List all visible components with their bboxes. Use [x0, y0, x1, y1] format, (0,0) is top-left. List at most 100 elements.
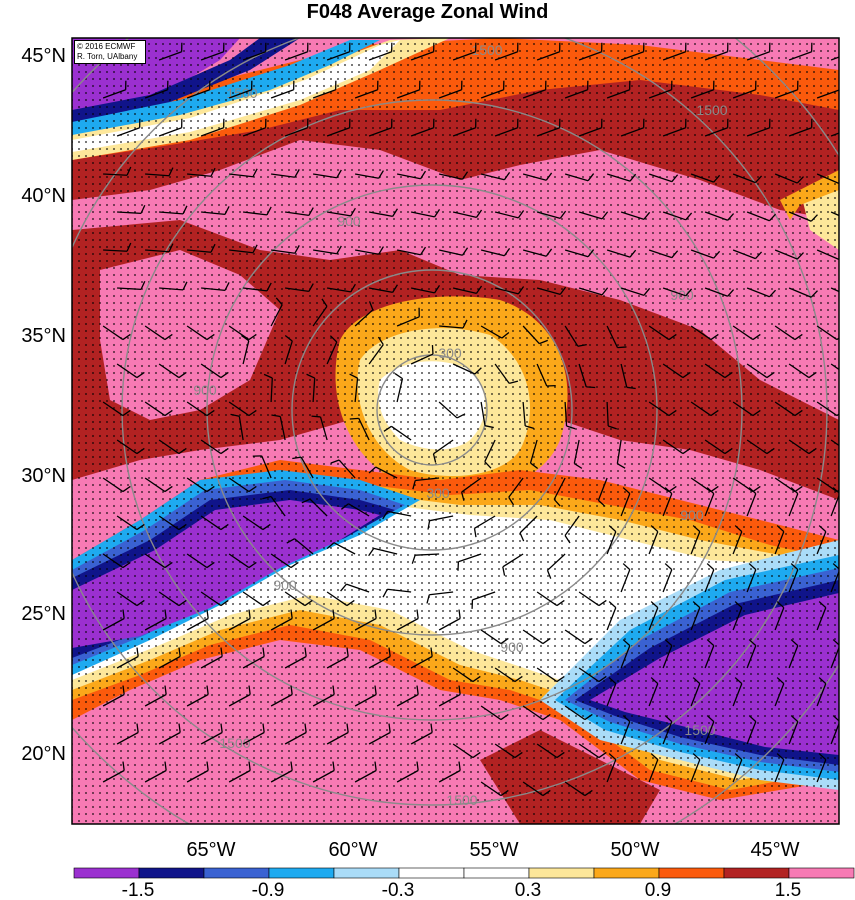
- wind-barb: [480, 705, 509, 721]
- wind-barb: [102, 401, 131, 417]
- colorbar: [73, 867, 855, 879]
- wind-barb: [522, 172, 553, 181]
- wind-barb: [228, 609, 251, 631]
- lon-labels: 65°W 60°W 55°W 50°W 45°W: [186, 839, 799, 861]
- wind-barb: [201, 206, 230, 216]
- wind-barb: [242, 723, 265, 745]
- wind-barb: [746, 363, 775, 379]
- wind-barb: [368, 336, 384, 365]
- wind-barb: [229, 168, 258, 178]
- range-ring-label: 900: [680, 507, 704, 523]
- wind-barb: [597, 477, 608, 507]
- wind-barb: [788, 211, 818, 222]
- wind-barb: [145, 167, 174, 177]
- wind-barb: [116, 118, 141, 137]
- colorbar-box: [138, 867, 205, 879]
- wind-barb: [830, 363, 839, 371]
- wind-barb: [354, 246, 384, 255]
- wind-barb: [746, 118, 771, 137]
- wind-barb: [620, 42, 645, 61]
- wind-barb: [484, 439, 496, 469]
- wind-barb: [494, 743, 523, 759]
- wind-barb: [186, 553, 215, 569]
- wind-barb: [704, 563, 715, 593]
- wind-barb: [774, 753, 785, 783]
- wind-barb: [200, 647, 223, 669]
- wind-barb: [368, 547, 398, 557]
- wind-barb: [536, 118, 561, 137]
- wind-barb: [230, 413, 244, 441]
- wind-barb: [774, 401, 803, 417]
- wind-barb: [271, 169, 300, 178]
- wind-barb: [186, 685, 209, 707]
- wind-barb: [228, 401, 257, 417]
- wind-barb: [690, 525, 701, 555]
- wind-barb: [270, 609, 293, 631]
- wind-barb: [606, 325, 627, 349]
- wind-barb: [186, 401, 215, 417]
- wind-barb: [117, 204, 146, 215]
- wind-barb: [502, 553, 524, 576]
- wind-barb: [312, 298, 328, 327]
- wind-barb: [494, 667, 523, 683]
- wind-barb: [262, 495, 286, 517]
- wind-barb: [186, 761, 209, 783]
- wind-barb: [354, 761, 377, 783]
- wind-barb: [620, 363, 636, 390]
- wind-barb: [241, 334, 250, 365]
- wind-barb: [438, 247, 469, 256]
- wind-barb: [116, 723, 139, 745]
- wind-barb: [522, 629, 551, 645]
- wind-barb: [606, 173, 637, 182]
- wind-barb: [648, 173, 679, 183]
- wind-barb: [285, 283, 314, 293]
- wind-barb: [452, 209, 483, 219]
- wind-barb: [271, 414, 286, 441]
- wind-barb: [313, 245, 342, 255]
- wind-barb: [201, 282, 230, 292]
- wind-barb: [648, 753, 659, 783]
- wind-barb: [774, 325, 803, 341]
- colorbar-box: [658, 867, 725, 879]
- wind-barb: [606, 753, 617, 783]
- colorbar-label: -1.5: [122, 880, 155, 900]
- colorbar-labels: -1.5 -0.9 -0.3 0.3 0.9 1.5: [122, 880, 802, 900]
- range-ring-label: 900: [273, 577, 297, 593]
- wind-barb: [732, 601, 743, 631]
- wind-barb: [411, 553, 440, 564]
- lat-label: 25°N: [21, 603, 66, 625]
- wind-barb: [200, 723, 223, 745]
- colorbar-box: [333, 867, 400, 879]
- wind-barb: [452, 42, 477, 61]
- wind-barb: [368, 118, 393, 137]
- wind-barb: [228, 685, 251, 707]
- wind-barb: [662, 42, 687, 61]
- wind-barb: [326, 42, 351, 61]
- wind-barb: [732, 677, 743, 707]
- colorbar-label: 0.3: [515, 880, 541, 900]
- wind-barb: [648, 325, 677, 341]
- wind-barb: [480, 781, 509, 797]
- wind-barb: [432, 439, 454, 463]
- wind-barb: [410, 647, 433, 669]
- wind-barb: [564, 629, 593, 645]
- wind-barb: [368, 647, 391, 669]
- wind-barb: [326, 591, 355, 607]
- wind-barb: [116, 591, 145, 607]
- wind-barb: [368, 466, 398, 479]
- wind-barb: [144, 609, 167, 631]
- wind-barb: [117, 280, 146, 291]
- range-ring-label: 1500: [696, 102, 727, 118]
- wind-barb: [396, 307, 420, 327]
- wind-barb: [690, 325, 719, 341]
- wind-barb: [620, 287, 651, 296]
- wind-barb: [452, 363, 482, 375]
- wind-barb: [606, 677, 617, 707]
- wind-barb: [816, 601, 827, 631]
- wind-barb: [354, 301, 374, 327]
- wind-barb: [186, 477, 215, 493]
- wind-barb: [396, 246, 427, 256]
- wind-barb: [816, 477, 839, 493]
- wind-barb: [270, 80, 295, 99]
